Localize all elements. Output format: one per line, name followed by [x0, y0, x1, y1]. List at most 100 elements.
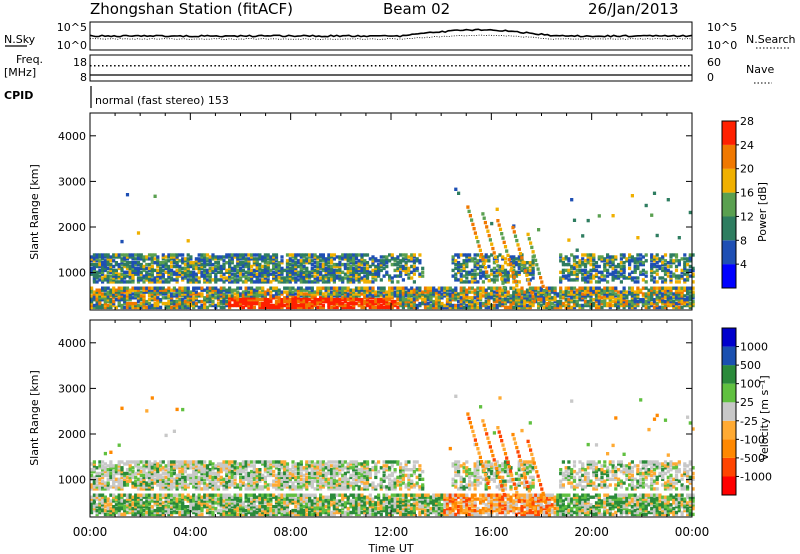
power-cell — [120, 288, 124, 292]
power-cell — [583, 286, 588, 290]
power-cell — [134, 262, 138, 267]
power-cell — [390, 262, 394, 267]
power-cell — [457, 294, 461, 298]
power-cell — [434, 303, 439, 308]
power-cell — [564, 255, 568, 259]
vel-cell — [164, 503, 168, 507]
vel-cell — [106, 473, 110, 478]
vel-cell — [112, 473, 116, 478]
power-cell — [589, 298, 593, 302]
power-cell — [661, 298, 665, 302]
power-cell — [225, 255, 229, 259]
nave-dot — [527, 65, 529, 67]
vel-cell — [101, 460, 105, 464]
power-cell — [528, 301, 532, 306]
power-cell — [277, 274, 281, 278]
power-cell — [363, 290, 367, 294]
power-cell — [617, 298, 621, 302]
nave-dot — [234, 65, 236, 67]
power-cell — [330, 292, 334, 296]
power-cell — [363, 288, 367, 292]
vel-cell — [95, 497, 99, 501]
power-cell — [230, 298, 234, 302]
power-cell — [357, 261, 361, 265]
power-cell — [516, 288, 520, 292]
power-cell — [98, 303, 102, 308]
vel-cell — [95, 503, 99, 507]
power-cell — [619, 268, 623, 273]
power-cell — [545, 303, 549, 308]
power-cell — [236, 270, 240, 274]
power-cell — [487, 286, 491, 290]
power-cell — [92, 255, 96, 259]
power-cell — [181, 276, 185, 280]
power-cell — [669, 290, 673, 294]
power-cell — [586, 257, 590, 261]
power-cell — [183, 268, 187, 273]
power-cell — [583, 299, 588, 304]
power-cell — [628, 305, 632, 310]
power-cell — [203, 259, 207, 263]
power-cell — [92, 278, 96, 282]
power-cell — [192, 305, 196, 310]
nave-dot — [322, 65, 325, 67]
vel-cell — [170, 481, 174, 485]
power-cell — [200, 303, 204, 308]
power-cell — [95, 296, 99, 300]
power-cell — [608, 292, 612, 296]
power-cell — [288, 257, 292, 261]
vel-cell — [183, 510, 187, 515]
vel-cell — [200, 479, 204, 483]
power-cell — [332, 257, 336, 261]
power-cell — [683, 257, 687, 261]
power-cell — [136, 280, 141, 284]
power-cell — [443, 305, 447, 310]
power-cell — [550, 301, 554, 306]
power-cell — [619, 272, 623, 276]
power-cell — [164, 259, 168, 263]
power-cell — [258, 301, 262, 306]
power-cell — [666, 299, 670, 304]
power-cell — [156, 301, 160, 306]
vel-cell — [161, 487, 165, 491]
power-cell — [106, 259, 110, 263]
power-cell — [343, 264, 347, 269]
power-cell — [528, 303, 532, 308]
power-cell — [183, 288, 187, 292]
power-cell — [197, 299, 201, 304]
power-cell — [600, 299, 604, 304]
power-cell — [136, 278, 141, 282]
power-cell — [200, 272, 204, 276]
power-cell — [589, 301, 593, 306]
power-cell — [564, 299, 568, 304]
power-cell — [415, 292, 419, 296]
power-cell — [346, 288, 350, 292]
power-cell — [423, 288, 428, 292]
vel-cell — [109, 503, 113, 507]
power-cell — [459, 262, 463, 267]
power-cell — [142, 286, 146, 290]
power-cell — [335, 296, 339, 300]
power-cell — [183, 262, 187, 267]
power-cell — [503, 298, 508, 302]
vel-cell — [128, 510, 132, 515]
power-cell — [572, 278, 577, 282]
power-cell — [495, 294, 499, 298]
power-cell — [669, 274, 673, 278]
power-cell — [352, 261, 356, 265]
power-cell — [636, 257, 640, 261]
power-cell — [125, 280, 130, 284]
power-cell — [661, 255, 665, 259]
vel-cell — [95, 505, 99, 509]
vel-cell — [125, 468, 130, 472]
vel-cell — [164, 506, 168, 511]
power-cell — [269, 299, 273, 304]
power-cell — [241, 264, 245, 269]
power-cell — [92, 298, 96, 302]
power-cell — [368, 294, 372, 298]
power-cell — [161, 276, 165, 280]
power-cell — [214, 264, 218, 269]
power-cell — [636, 286, 640, 290]
vel-cell — [172, 495, 176, 499]
power-cell — [677, 259, 681, 263]
